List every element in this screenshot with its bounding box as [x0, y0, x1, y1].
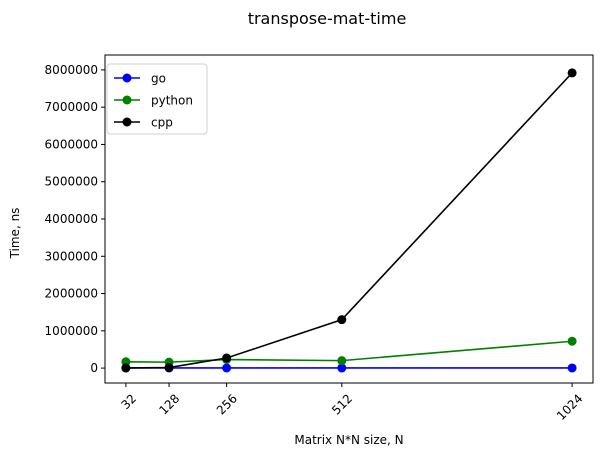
y-tick-label: 4000000: [45, 212, 98, 226]
series-line-python: [125, 340, 573, 363]
legend-box: [106, 63, 208, 135]
data-point-cpp: [337, 315, 347, 325]
data-point-python: [567, 336, 577, 346]
legend-label-go: go: [151, 72, 166, 86]
x-tick-label: 32: [119, 391, 140, 412]
data-point-cpp: [222, 353, 232, 363]
y-tick-label: 0: [90, 361, 98, 375]
x-tick-label: 1024: [554, 391, 585, 422]
legend-marker-go: [122, 73, 132, 83]
data-point-cpp: [567, 68, 577, 78]
y-tick-label: 5000000: [45, 175, 98, 189]
x-tick-label: 512: [329, 391, 355, 417]
y-tick-label: 2000000: [45, 287, 98, 301]
legend-label-cpp: cpp: [151, 116, 173, 130]
x-axis-label: Matrix N*N size, N: [294, 433, 403, 447]
legend-label-python: python: [151, 94, 193, 108]
x-tick-label: 128: [156, 391, 182, 417]
data-point-cpp: [121, 363, 131, 373]
x-tick-label: 256: [214, 391, 240, 417]
data-point-python: [121, 357, 131, 367]
y-axis-label: Time, ns: [8, 208, 22, 260]
chart-title: transpose-mat-time: [248, 9, 407, 28]
y-tick-label: 8000000: [45, 63, 98, 77]
legend: go python cpp: [106, 63, 208, 135]
y-tick-label: 3000000: [45, 249, 98, 263]
data-point-go: [567, 363, 577, 373]
y-tick-label: 1000000: [45, 324, 98, 338]
data-point-python: [337, 356, 347, 366]
data-point-go: [222, 363, 232, 373]
y-tick-label: 7000000: [45, 100, 98, 114]
data-point-go: [337, 363, 347, 373]
legend-marker-python: [122, 95, 132, 105]
y-tick-label: 6000000: [45, 137, 98, 151]
data-point-cpp: [164, 363, 174, 373]
legend-marker-cpp: [122, 117, 132, 127]
